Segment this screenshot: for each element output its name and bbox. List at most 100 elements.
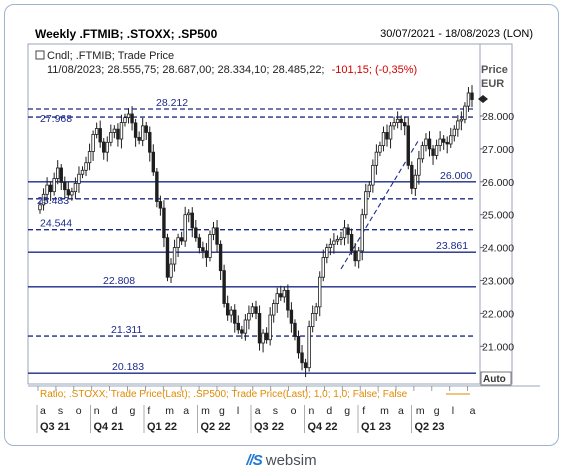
candle-body [187,212,191,216]
candle-body [321,257,325,278]
candle-body [148,132,152,153]
candle-body [240,329,244,334]
candle-body [197,237,202,248]
candle-body [126,113,131,119]
quarter-label: Q2 22 [201,421,231,433]
last-price-marker-icon [478,95,488,103]
candle-body [70,191,74,196]
month-label: l [237,405,239,417]
candle-body [367,184,372,193]
candle-body [310,312,315,327]
candle-body [172,247,177,265]
candle-body [229,309,233,316]
candle-body [225,303,230,316]
info-swatch [35,50,45,60]
candle-body [356,250,361,262]
level-label: 28.212 [156,97,188,109]
candle-body [431,148,435,156]
level-label: 26.000 [440,170,472,182]
candle-body [211,227,216,235]
trend-line [340,139,420,270]
candle-body [470,92,474,100]
month-label: n [94,405,100,417]
plot-area [27,43,481,385]
candle-body [318,276,322,308]
candle-body [87,151,92,164]
candle-body [179,237,184,242]
candle-body [94,128,99,135]
month-label: l [452,405,454,417]
candle-body [466,92,471,107]
candle-body [449,135,453,145]
candle-body [257,312,262,344]
candle-body [133,122,138,138]
candle-body [140,125,145,141]
candle-body [392,122,396,127]
chart-svg[interactable]: 28.212 27.968 26.000 25.483 24.544 23.861 22.8… [0,0,563,450]
candle-body [459,118,464,122]
info-values: 11/08/2023; 28.555,75; 28.687,00; 28.334… [47,64,325,76]
candle-body [275,293,279,304]
candle-body [296,336,301,354]
auto-scale-label[interactable]: Auto [483,374,506,385]
month-label: m [165,405,174,417]
candle-body [314,306,318,314]
price-tick-label: 27.000 [482,144,514,156]
candle-body [41,193,46,206]
candle-body [91,134,95,152]
candle-body [183,214,187,242]
month-label: m [380,405,389,417]
price-tick-label: 22.000 [482,308,514,320]
candle-body [339,237,343,240]
quarter-label: Q4 22 [308,421,338,433]
candle-body [52,178,56,193]
candle-body [385,132,389,140]
price-tick-label: 26.000 [482,177,514,189]
candle-body [395,118,400,123]
candle-body [349,234,354,252]
candle-body [403,122,407,127]
month-label: o [291,405,297,417]
candle-body [194,227,198,239]
month-label: o [76,405,82,417]
info-line-2: 11/08/2023; 28.555,75; 28.687,00; 28.334… [47,64,417,76]
quarter-label: Q3 22 [254,421,284,433]
candle-body [45,184,49,195]
candle-body [364,191,368,216]
quarter-label: Q1 22 [147,421,177,433]
websim-logo-icon: //S [246,452,262,469]
candle-body [452,128,456,137]
candle-body [303,362,308,369]
candle-body [346,227,350,235]
ratio-panel-text: Ratio; .STOXX; Trade Price(Last); .SP500… [40,389,408,400]
candle-body [434,145,439,156]
month-label: s [273,405,278,417]
candle-body [413,174,418,189]
price-tick-label: 24.000 [482,243,514,255]
candle-body [441,138,446,143]
quarter-label: Q2 23 [415,421,445,433]
candle-body [388,125,393,140]
candle-body [325,247,329,258]
candle-body [215,227,219,245]
candle-body [264,332,269,341]
candle-body [48,184,53,193]
month-label: m [201,405,210,417]
candle-body [66,189,71,196]
candle-body [155,171,159,202]
candle-body [293,322,297,337]
auto-scale-button[interactable] [480,371,512,386]
candle-body [420,145,425,160]
candle-body [456,120,460,130]
candle-body [371,164,375,186]
chart-title: Weekly .FTMIB; .STOXX; .SP500 [35,27,218,41]
candle-body [399,118,403,123]
quarter-label: Q3 21 [40,421,70,433]
level-label: 20.183 [112,361,144,373]
candle-body [463,105,467,120]
candle-body [438,138,442,147]
level-label: 27.968 [40,113,72,125]
candle-body [424,138,428,147]
candle-body [59,167,63,183]
level-label: 22.808 [103,275,135,287]
